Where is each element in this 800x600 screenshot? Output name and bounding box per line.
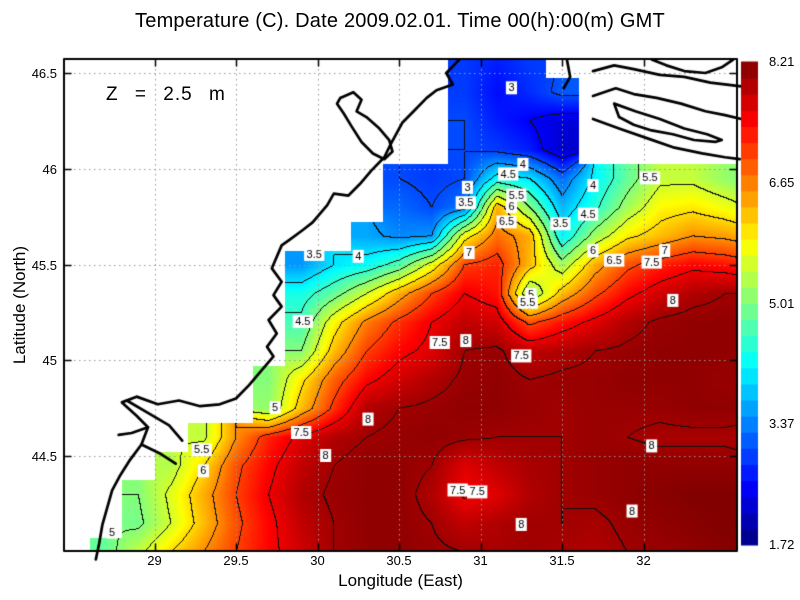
x-tick-label: 29 (147, 553, 162, 568)
x-tick-label: 30.5 (386, 553, 412, 568)
figure-title: Temperature (C). Date 2009.02.01. Time 0… (135, 10, 665, 32)
colorbar-tick-label: 5.01 (769, 295, 795, 311)
y-tick-label: 46.5 (31, 66, 57, 81)
x-axis-label: Longitude (East) (338, 571, 463, 590)
colorbar-tick-label: 6.65 (769, 174, 795, 190)
x-tick-label: 30 (310, 553, 325, 568)
x-tick-label: 31.5 (549, 553, 575, 568)
colorbar-tick-label: 1.72 (769, 537, 795, 552)
colorbar-tick-label: 8.21 (769, 54, 795, 69)
y-tick-label: 46 (42, 161, 57, 177)
x-tick-label: 32 (636, 553, 651, 568)
depth-annotation: Z = 2.5 m (106, 84, 226, 105)
y-tick-label: 44.5 (31, 449, 57, 464)
colorbar-tick-label: 3.37 (769, 416, 795, 432)
x-tick-label: 31 (473, 553, 488, 568)
y-tick-label: 45.5 (31, 257, 57, 273)
x-tick-label: 29.5 (223, 553, 249, 568)
y-tick-label: 45 (42, 353, 57, 369)
